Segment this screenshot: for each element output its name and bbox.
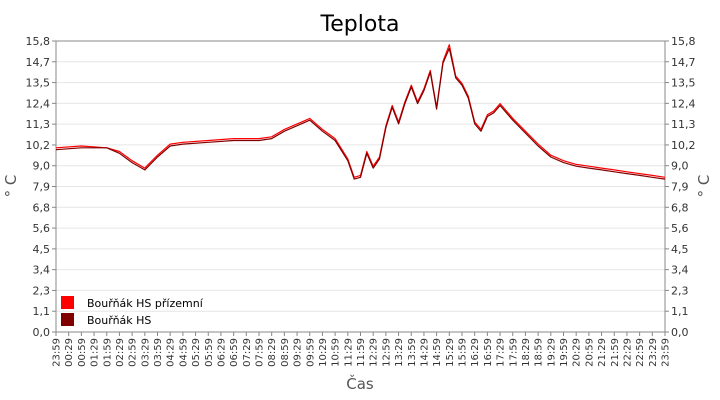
x-tick-label: 13:59 — [407, 338, 418, 367]
x-tick-label: 00:59 — [77, 338, 88, 367]
y-tick-label: 0,0 — [33, 326, 51, 339]
x-tick-label: 16:59 — [483, 338, 494, 367]
y-tick-label-right: 10,2 — [671, 139, 696, 152]
y-tick-label-right: 12,4 — [671, 97, 696, 110]
y-tick-label-right: 11,3 — [671, 118, 696, 131]
legend-swatch — [61, 296, 74, 309]
x-tick-label: 13:29 — [394, 338, 405, 367]
y-tick-label-right: 4,5 — [671, 243, 689, 256]
y-tick-label: 13,5 — [26, 77, 51, 90]
legend-label: Bouřňák HS přízemní — [87, 297, 204, 310]
x-tick-label: 02:59 — [128, 338, 139, 367]
x-tick-label: 05:59 — [204, 338, 215, 367]
y-tick-label-right: 5,6 — [671, 222, 689, 235]
x-axis-title: Čas — [346, 374, 374, 393]
y-tick-label: 7,9 — [33, 181, 51, 194]
x-tick-label: 23:59 — [52, 338, 63, 367]
x-tick-label: 17:59 — [508, 338, 519, 367]
x-tick-label: 04:59 — [178, 338, 189, 367]
x-tick-label: 22:59 — [635, 338, 646, 367]
series-line — [55, 47, 666, 180]
x-tick-label: 19:29 — [546, 338, 557, 367]
x-tick-label: 18:59 — [534, 338, 545, 367]
y-tick-label-right: 13,5 — [671, 77, 696, 90]
y-tick-label: 15,8 — [26, 35, 51, 48]
y-tick-label: 11,3 — [26, 118, 51, 131]
x-tick-label: 03:59 — [153, 338, 164, 367]
x-tick-label: 08:29 — [267, 338, 278, 367]
legend: Bouřňák HS přízemní Bouřňák HS — [61, 296, 204, 327]
y-tick-label: 14,7 — [26, 56, 51, 69]
x-tick-label: 21:29 — [597, 338, 608, 367]
y-axis-left: 0,0 1,1 2,3 3,4 4,5 5,6 6,8 7,9 9,0 10,2 11,3 12,4 1… — [26, 35, 56, 339]
x-tick-label: 15:29 — [445, 338, 456, 367]
y-tick-label: 9,0 — [33, 160, 51, 173]
y-tick-label-right: 1,1 — [671, 305, 689, 318]
y-tick-label-right: 7,9 — [671, 181, 689, 194]
grid — [56, 40, 665, 333]
x-tick-label: 10:59 — [331, 338, 342, 367]
y-tick-label: 12,4 — [26, 97, 51, 110]
chart-title: Teplota — [320, 12, 400, 37]
x-tick-label: 11:59 — [356, 338, 367, 367]
x-tick-label: 06:29 — [216, 338, 227, 367]
x-tick-label: 20:29 — [572, 338, 583, 367]
x-tick-label: 07:29 — [242, 338, 253, 367]
x-tick-label: 21:59 — [610, 338, 621, 367]
x-axis: 23:59 00:29 00:59 01:29 01:59 02:29 02:59 03:29… — [52, 332, 672, 367]
x-tick-label: 20:59 — [584, 338, 595, 367]
x-tick-label: 15:59 — [458, 338, 469, 367]
legend-swatch — [61, 313, 74, 326]
x-tick-label: 10:29 — [318, 338, 329, 367]
x-tick-label: 19:59 — [559, 338, 570, 367]
x-tick-label: 00:29 — [64, 338, 75, 367]
x-tick-label: 16:29 — [470, 338, 481, 367]
legend-label: Bouřňák HS — [87, 314, 151, 327]
x-tick-label: 03:29 — [140, 338, 151, 367]
y-tick-label-right: 14,7 — [671, 56, 696, 69]
x-tick-label: 09:29 — [293, 338, 304, 367]
y-tick-label-right: 6,8 — [671, 201, 689, 214]
x-tick-label: 22:29 — [622, 338, 633, 367]
x-tick-label: 14:29 — [419, 338, 430, 367]
x-tick-label: 11:29 — [343, 338, 354, 367]
series-line — [55, 44, 666, 178]
x-tick-label: 05:29 — [191, 338, 202, 367]
x-tick-label: 06:59 — [229, 338, 240, 367]
x-tick-label: 17:29 — [496, 338, 507, 367]
y-tick-label: 6,8 — [33, 201, 51, 214]
y-tick-label: 3,4 — [33, 264, 51, 277]
y-axis-title-left: ° C — [2, 175, 20, 198]
y-tick-label: 2,3 — [33, 284, 51, 297]
x-tick-label: 04:29 — [166, 338, 177, 367]
y-tick-label-right: 9,0 — [671, 160, 689, 173]
x-tick-label: 23:59 — [661, 338, 672, 367]
y-tick-label-right: 2,3 — [671, 284, 689, 297]
y-tick-label-right: 3,4 — [671, 264, 689, 277]
x-tick-label: 18:29 — [521, 338, 532, 367]
x-tick-label: 01:59 — [102, 338, 113, 367]
x-tick-label: 12:29 — [369, 338, 380, 367]
x-tick-label: 14:59 — [432, 338, 443, 367]
y-tick-label: 1,1 — [33, 305, 51, 318]
x-tick-label: 07:59 — [255, 338, 266, 367]
y-axis-title-right: ° C — [695, 175, 713, 198]
series-lines — [55, 44, 666, 180]
y-axis-right: 0,0 1,1 2,3 3,4 4,5 5,6 6,8 7,9 9,0 10,2 11,3 12,4 1… — [665, 35, 696, 339]
x-tick-label: 01:29 — [90, 338, 101, 367]
y-tick-label-right: 15,8 — [671, 35, 696, 48]
x-tick-label: 12:59 — [381, 338, 392, 367]
x-tick-label: 09:59 — [305, 338, 316, 367]
y-tick-label: 5,6 — [33, 222, 51, 235]
y-tick-label: 10,2 — [26, 139, 51, 152]
x-tick-label: 02:29 — [115, 338, 126, 367]
x-tick-label: 08:59 — [280, 338, 291, 367]
y-tick-label: 4,5 — [33, 243, 51, 256]
y-tick-label-right: 0,0 — [671, 326, 689, 339]
x-tick-label: 23:29 — [648, 338, 659, 367]
